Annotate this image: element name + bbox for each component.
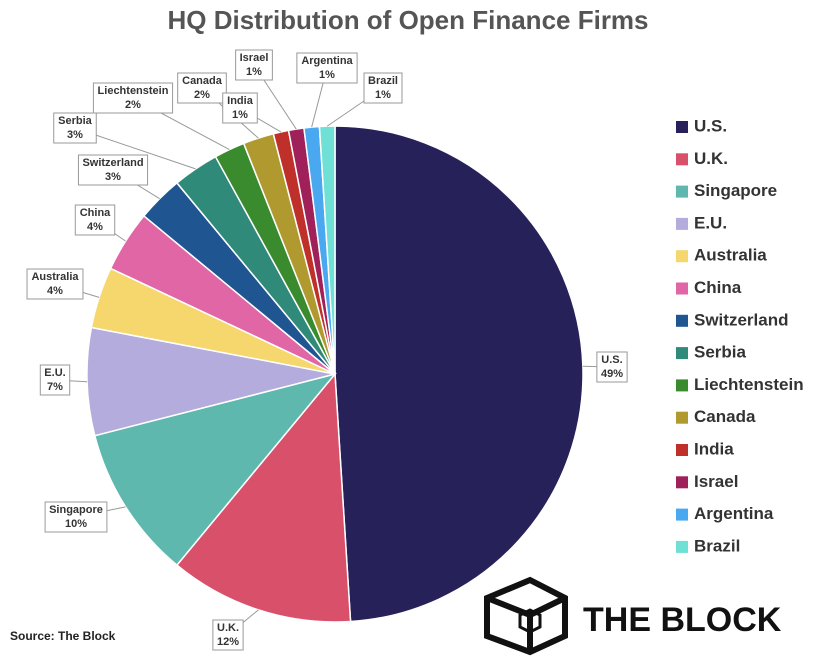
legend-label: Canada xyxy=(694,407,756,426)
data-label: U.K. 12% xyxy=(212,619,244,651)
data-label: Argentina 1% xyxy=(296,52,358,84)
label-name: China xyxy=(80,207,111,219)
data-label: Liechtenstein 2% xyxy=(92,82,174,114)
legend-swatch xyxy=(676,282,688,295)
label-value: 1% xyxy=(319,69,335,81)
pie xyxy=(86,125,584,623)
label-value: 3% xyxy=(67,129,83,141)
label-name: Argentina xyxy=(301,55,353,67)
legend-label: Serbia xyxy=(694,343,747,362)
label-box xyxy=(177,72,227,104)
label-box xyxy=(92,82,174,114)
pie-slice xyxy=(93,372,338,567)
label-value: 7% xyxy=(47,381,63,393)
label-box xyxy=(26,268,84,300)
label-name: Canada xyxy=(182,75,223,87)
label-name: U.K. xyxy=(217,622,239,634)
logo-icon xyxy=(484,576,568,656)
label-box xyxy=(44,501,108,533)
legend-swatch xyxy=(676,153,688,166)
legend-label: Israel xyxy=(694,472,738,491)
legend-swatch xyxy=(676,540,688,553)
label-box xyxy=(212,619,244,651)
legend-swatch xyxy=(676,476,688,489)
label-box xyxy=(77,154,149,186)
chart-title: HQ Distribution of Open Finance Firms xyxy=(167,5,648,35)
legend-label: Argentina xyxy=(694,504,774,523)
data-label: Israel 1% xyxy=(235,49,273,81)
legend-label: Switzerland xyxy=(694,310,788,329)
label-box xyxy=(39,364,71,396)
label-value: 49% xyxy=(601,368,623,380)
label-box xyxy=(53,112,97,144)
legend-label: India xyxy=(694,439,734,458)
legend-swatch xyxy=(676,444,688,456)
data-label: Canada 2% xyxy=(177,72,227,104)
logo-text: THE BLOCK xyxy=(583,601,782,639)
legend-label: China xyxy=(694,278,742,297)
label-name: U.S. xyxy=(601,354,622,366)
legend-label: U.K. xyxy=(694,149,728,168)
legend-swatch xyxy=(676,379,688,392)
label-value: 1% xyxy=(232,109,248,121)
label-box xyxy=(74,204,116,236)
label-name: Israel xyxy=(240,52,269,64)
label-box xyxy=(222,92,258,124)
pie-slice xyxy=(334,125,584,623)
label-name: Liechtenstein xyxy=(98,85,169,97)
label-value: 1% xyxy=(246,66,262,78)
legend-swatch xyxy=(676,347,688,360)
legend-swatch xyxy=(676,314,688,327)
legend-label: Brazil xyxy=(694,536,740,555)
label-value: 2% xyxy=(125,99,141,111)
label-name: India xyxy=(227,95,254,107)
data-label: China 4% xyxy=(74,204,116,236)
pie-slice xyxy=(175,372,352,623)
data-label: Singapore 10% xyxy=(44,501,108,533)
legend-swatch xyxy=(676,217,688,230)
label-value: 2% xyxy=(194,89,210,101)
data-label: Australia 4% xyxy=(26,268,84,300)
label-name: Serbia xyxy=(58,115,93,127)
label-value: 10% xyxy=(65,518,87,530)
legend-label: E.U. xyxy=(694,213,727,232)
label-value: 4% xyxy=(87,221,103,233)
label-name: Singapore xyxy=(49,504,103,516)
label-value: 12% xyxy=(217,636,239,648)
data-label: E.U. 7% xyxy=(39,364,71,396)
label-value: 3% xyxy=(105,171,121,183)
label-name: Switzerland xyxy=(82,157,143,169)
label-value: 4% xyxy=(47,285,63,297)
legend-label: Australia xyxy=(694,246,767,265)
label-box xyxy=(596,351,628,383)
data-label: Serbia 3% xyxy=(53,112,97,144)
label-value: 1% xyxy=(375,89,391,101)
pie-slice xyxy=(86,326,336,437)
labels: U.S. 49% U.K. 12% Singapore 10% E.U. 7% Australi… xyxy=(26,49,628,651)
legend-label: U.S. xyxy=(694,116,727,135)
label-name: Australia xyxy=(31,271,79,283)
data-label: India 1% xyxy=(222,92,258,124)
legend-swatch xyxy=(676,411,688,424)
label-box xyxy=(296,52,358,84)
legend-swatch xyxy=(676,185,688,198)
data-label: Switzerland 3% xyxy=(77,154,149,186)
label-name: Brazil xyxy=(368,75,398,87)
legend-label: Liechtenstein xyxy=(694,375,804,394)
label-box xyxy=(363,72,403,104)
data-label: Brazil 1% xyxy=(363,72,403,104)
data-label: U.S. 49% xyxy=(596,351,628,383)
legend-swatch xyxy=(676,121,688,133)
legend-label: Singapore xyxy=(694,181,777,200)
label-box xyxy=(235,49,273,81)
legend-swatch xyxy=(676,508,688,521)
source: Source: The Block xyxy=(10,629,116,643)
legend-swatch xyxy=(676,250,688,263)
label-name: E.U. xyxy=(44,367,65,379)
